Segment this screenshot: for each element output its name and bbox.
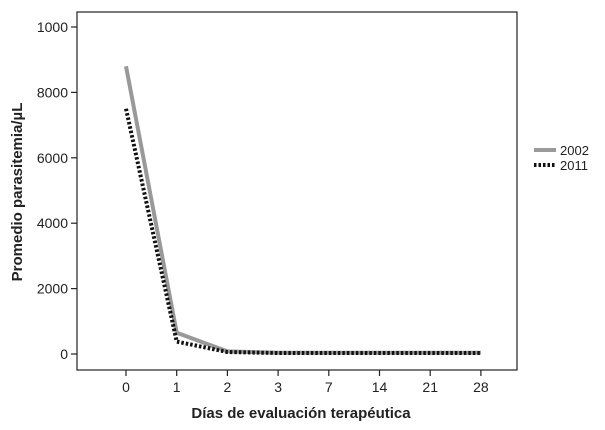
y-tick-label: 4000 (37, 215, 68, 231)
x-tick-label: 2 (224, 379, 232, 395)
y-tick-label: 0 (60, 346, 68, 362)
x-tick-label: 7 (325, 379, 333, 395)
legend-label-2011: 2011 (560, 158, 588, 173)
y-tick-label: 2000 (37, 281, 68, 297)
y-tick-label: 8000 (37, 84, 68, 100)
series-line-2011 (126, 109, 481, 353)
x-tick-label: 0 (122, 379, 130, 395)
x-tick-label: 28 (473, 379, 489, 395)
x-tick-label: 1 (173, 379, 181, 395)
x-axis-title: Días de evaluación terapéutica (191, 405, 411, 422)
legend-label-2002: 2002 (560, 143, 589, 158)
x-tick-label: 14 (372, 379, 388, 395)
x-tick-label: 21 (422, 379, 438, 395)
series-line-2002 (126, 66, 481, 352)
plot-frame (77, 12, 517, 370)
y-tick-label: 6000 (37, 150, 68, 166)
x-tick-label: 3 (274, 379, 282, 395)
y-axis-title: Promedio parasitemia/µL (9, 103, 26, 282)
y-tick-label: 1000 (37, 19, 68, 35)
